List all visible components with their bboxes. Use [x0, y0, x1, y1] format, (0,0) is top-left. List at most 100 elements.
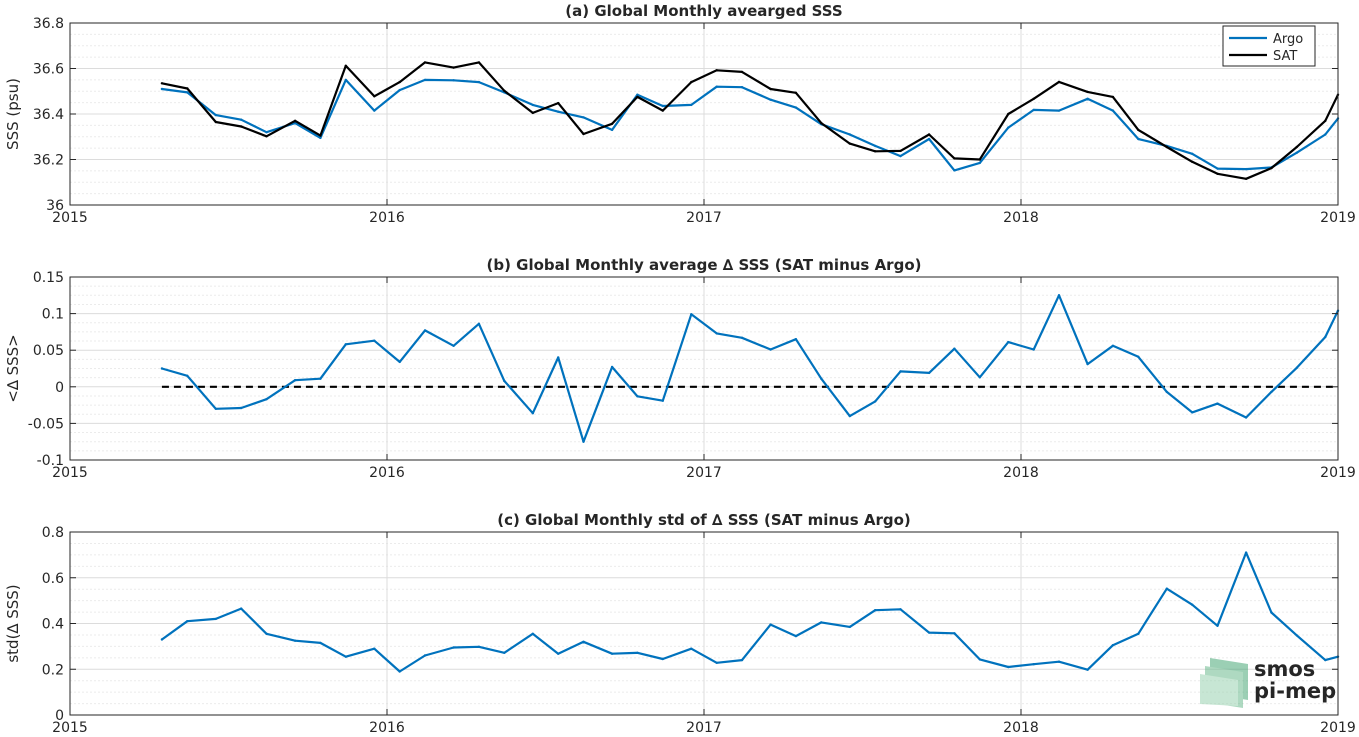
- data-point: [293, 119, 297, 123]
- data-point: [927, 631, 931, 634]
- data-point: [1216, 402, 1219, 405]
- chart-title: (c) Global Monthly std of ∆ SSS (SAT min…: [497, 511, 911, 529]
- data-point: [423, 329, 427, 332]
- data-point: [214, 617, 217, 621]
- data-point: [1086, 90, 1089, 94]
- data-point: [1165, 587, 1169, 590]
- x-tick-label: 2017: [686, 465, 722, 481]
- y-tick-label: -0.1: [37, 453, 64, 469]
- data-point: [1111, 344, 1115, 347]
- data-point: [661, 399, 664, 402]
- data-point: [715, 85, 718, 88]
- data-point: [978, 161, 981, 165]
- data-point: [690, 103, 693, 107]
- x-tick-label: 2015: [52, 210, 88, 226]
- data-point: [1057, 80, 1061, 84]
- data-point: [820, 621, 823, 624]
- data-point: [1216, 172, 1219, 175]
- data-point: [398, 670, 401, 673]
- chart-legend: Argo SAT: [1222, 25, 1316, 67]
- y-tick-label: 36.2: [33, 153, 64, 169]
- panel-c-std-delta-sss: 2015 2016 2017 2018 2019 0 0.2 0.4 0.6 0.8 (c) Glo…: [4, 511, 1356, 736]
- data-point: [927, 137, 931, 141]
- data-point: [899, 370, 902, 373]
- data-point: [373, 109, 376, 112]
- data-point: [557, 110, 560, 113]
- data-point: [1057, 660, 1061, 663]
- data-point: [344, 655, 347, 658]
- data-point: [1270, 390, 1273, 394]
- data-point: [557, 101, 560, 105]
- x-tick-label: 2017: [686, 720, 722, 736]
- data-point: [582, 132, 585, 136]
- series-line-delta: [161, 551, 1339, 673]
- data-point: [978, 658, 981, 661]
- y-tick-label: 36.4: [33, 107, 64, 123]
- data-point: [794, 91, 798, 95]
- data-point: [848, 142, 851, 145]
- data-point: [1086, 362, 1089, 366]
- data-point: [582, 440, 585, 443]
- data-point: [293, 121, 297, 125]
- data-point: [344, 64, 347, 68]
- data-point: [1137, 137, 1140, 141]
- data-point: [186, 620, 189, 623]
- data-point: [740, 658, 744, 662]
- y-tick-label: 0.4: [42, 617, 64, 633]
- data-point: [874, 400, 877, 403]
- data-point: [214, 113, 217, 117]
- y-axis-label: SSS (psu): [4, 78, 22, 150]
- y-tick-label: 0.1: [42, 307, 64, 323]
- data-point: [319, 134, 322, 137]
- data-point: [344, 78, 347, 82]
- data-point: [1111, 644, 1115, 647]
- data-point: [661, 657, 664, 661]
- data-point: [1137, 632, 1140, 635]
- data-point: [1324, 335, 1327, 339]
- y-tick-label: 0.2: [42, 662, 64, 678]
- data-point: [1216, 624, 1219, 627]
- data-point: [240, 118, 243, 121]
- data-point: [874, 144, 877, 148]
- data-point: [1007, 665, 1010, 669]
- data-point: [319, 641, 322, 645]
- data-point: [715, 332, 718, 335]
- data-point: [1295, 634, 1299, 637]
- data-point: [1295, 151, 1299, 154]
- y-tick-label: 0.15: [33, 270, 64, 286]
- data-point: [610, 652, 614, 655]
- data-point: [769, 623, 772, 626]
- data-point: [452, 344, 455, 347]
- y-tick-label: 0.6: [42, 571, 64, 587]
- data-point: [690, 80, 693, 84]
- data-point: [1270, 166, 1273, 170]
- data-point: [1032, 97, 1035, 101]
- data-point: [398, 88, 401, 92]
- x-tick-label: 2018: [1003, 465, 1039, 481]
- y-axis-label: std(∆ SSS): [4, 584, 22, 662]
- data-point: [160, 82, 164, 85]
- data-point: [874, 609, 877, 612]
- data-point: [240, 406, 243, 410]
- data-point: [265, 632, 268, 635]
- data-point: [160, 638, 164, 641]
- data-point: [1057, 294, 1061, 297]
- data-point: [848, 133, 851, 136]
- x-tick-label: 2017: [686, 210, 722, 226]
- data-point: [1191, 411, 1194, 414]
- data-point: [820, 121, 823, 125]
- data-point: [1244, 177, 1248, 180]
- x-tick-label: 2018: [1003, 720, 1039, 736]
- data-point: [1324, 133, 1327, 136]
- data-point: [769, 98, 772, 101]
- x-tick-label: 2016: [369, 720, 405, 736]
- data-point: [452, 66, 455, 69]
- data-point: [953, 157, 956, 160]
- data-point: [373, 339, 376, 342]
- data-point: [265, 131, 268, 134]
- data-point: [293, 639, 297, 642]
- x-tick-label: 2015: [52, 465, 88, 481]
- panel-a-global-monthly-sss: 2015 2016 2017 2018 2019 36 36.2 36.4 36.6 36.8 (a…: [4, 2, 1356, 226]
- legend-label: SAT: [1273, 49, 1297, 64]
- data-point: [477, 645, 481, 648]
